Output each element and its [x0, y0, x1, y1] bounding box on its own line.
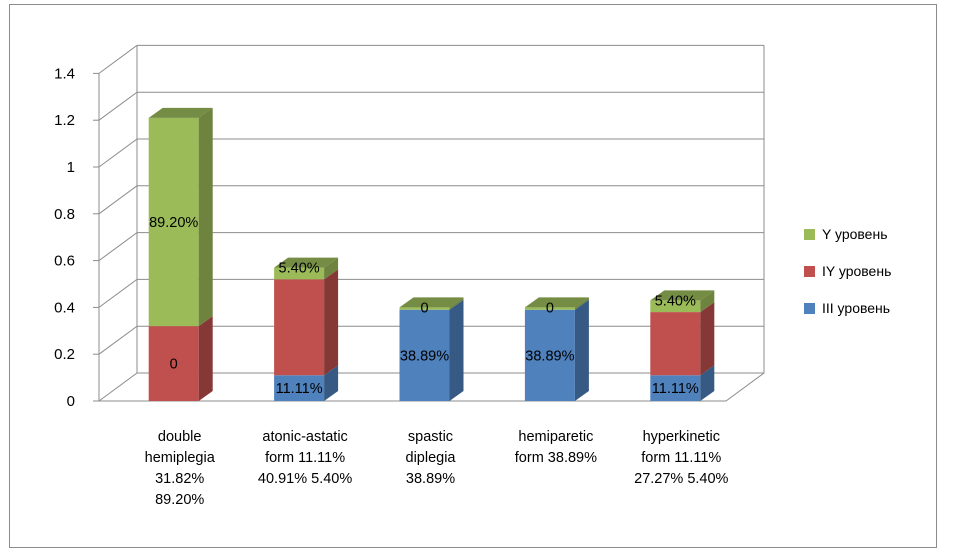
- bar-segment: [650, 290, 715, 313]
- bar-segment: [650, 365, 715, 401]
- data-labels: 0 89.20% 11.11% 5.40% 38.89% 0 38.89% 0 11.11% 5.…: [149, 215, 699, 397]
- bar-side: [324, 269, 339, 376]
- bar-front: [650, 300, 701, 313]
- data-label: 89.20%: [149, 215, 198, 231]
- category-label: atonic-astatic form 11.11% 40.91% 5.40%: [258, 429, 352, 487]
- bar-top: [148, 107, 213, 118]
- gridline: [98, 91, 764, 121]
- data-label: 0: [170, 357, 178, 373]
- gridline: [98, 278, 764, 308]
- category-label: double hemiplegia 31.82% 89.20%: [145, 429, 216, 508]
- gridline: [98, 232, 764, 262]
- data-label: 5.40%: [655, 293, 696, 309]
- data-label: 11.11%: [276, 381, 323, 397]
- bar-segment: [148, 316, 213, 401]
- category-label-line: form 38.89%: [515, 450, 597, 466]
- bar-top: [399, 297, 464, 308]
- category-label-line: 38.89%: [406, 471, 455, 487]
- data-label: 5.40%: [279, 261, 320, 277]
- gridline: [98, 44, 764, 74]
- bar-top: [524, 297, 589, 308]
- bar-front: [274, 279, 325, 376]
- bar-front: [148, 117, 199, 327]
- y-tick-label: 0.8: [54, 206, 75, 223]
- bar-segment: [274, 365, 339, 401]
- bar-side: [574, 297, 589, 310]
- bar-side: [574, 299, 589, 401]
- bar-segment: [274, 269, 339, 376]
- bar-side: [700, 290, 715, 313]
- y-tick-label: 0.4: [54, 299, 75, 316]
- category-label-line: double: [158, 429, 202, 445]
- category-label-line: hemiplegia: [145, 450, 216, 466]
- category-label: spastic diplegia 38.89%: [406, 429, 457, 487]
- category-label: hyperkinetic form 11.11% 27.27% 5.40%: [634, 429, 728, 487]
- category-label-line: hyperkinetic: [643, 429, 720, 445]
- y-tick-label: 0.6: [54, 253, 75, 270]
- bars: [148, 107, 715, 401]
- chart-frame: 0 0.2 0.4 0.6 0.8 1 1.2 1.4 0 89.20% 11.11% 5.40% 3…: [9, 4, 937, 548]
- y-tick-label: 0.2: [54, 346, 75, 363]
- data-label: 0: [546, 300, 554, 316]
- legend-swatch: [804, 229, 815, 240]
- data-label: 0: [420, 300, 428, 316]
- data-label: 38.89%: [525, 348, 574, 364]
- category-label-line: spastic: [408, 429, 453, 445]
- bar-front: [399, 309, 450, 401]
- y-tick-label: 1.2: [54, 112, 75, 129]
- legend: Y уровень IY уровень III уровень: [804, 226, 891, 316]
- bar-side: [700, 302, 715, 376]
- category-labels: double hemiplegia 31.82% 89.20% atonic-astat…: [145, 429, 729, 508]
- category-label-line: form 11.11%: [641, 450, 721, 466]
- legend-entry: Y уровень: [822, 226, 887, 242]
- legend-swatch: [804, 266, 815, 277]
- data-label: 11.11%: [652, 381, 699, 397]
- bar-side: [449, 299, 464, 401]
- bar-segment: [274, 257, 339, 280]
- bar-front: [650, 375, 701, 401]
- gridline: [98, 138, 764, 168]
- bar-front: [399, 307, 450, 310]
- category-label-line: diplegia: [406, 450, 457, 466]
- category-label-line: atonic-astatic: [262, 429, 347, 445]
- legend-entry: III уровень: [822, 300, 890, 316]
- stacked-bar-chart: 0 0.2 0.4 0.6 0.8 1 1.2 1.4 0 89.20% 11.11% 5.40% 3…: [54, 44, 891, 508]
- bar-side: [700, 365, 715, 401]
- legend-swatch: [804, 303, 815, 314]
- category-label-line: 89.20%: [155, 492, 204, 508]
- bar-side: [198, 107, 213, 327]
- bar-segment: [524, 299, 589, 401]
- bar-front: [274, 267, 325, 280]
- gridline: [98, 185, 764, 215]
- y-tick-label: 0: [67, 393, 75, 410]
- bar-side: [198, 316, 213, 401]
- category-label-line: 31.82%: [155, 471, 204, 487]
- data-label: 38.89%: [400, 348, 449, 364]
- bar-segment: [650, 302, 715, 376]
- category-label-line: 27.27% 5.40%: [634, 471, 728, 487]
- category-label-line: form 11.11%: [265, 450, 345, 466]
- legend-entry: IY уровень: [822, 263, 891, 279]
- bar-side: [324, 257, 339, 280]
- bar-top: [650, 290, 715, 301]
- y-tick-label: 1: [67, 159, 75, 176]
- bar-segment: [524, 297, 589, 310]
- category-label-line: hemiparetic: [518, 429, 593, 445]
- bar-top: [274, 257, 339, 268]
- y-axis-ticks: 0 0.2 0.4 0.6 0.8 1 1.2 1.4: [54, 65, 75, 410]
- bar-front: [524, 307, 575, 310]
- bar-segment: [148, 107, 213, 327]
- bar-front: [524, 309, 575, 401]
- bar-segment: [399, 297, 464, 310]
- y-tick-label: 1.4: [54, 65, 75, 82]
- bar-front: [650, 312, 701, 376]
- bar-segment: [399, 299, 464, 401]
- bar-front: [148, 326, 199, 401]
- bar-side: [449, 297, 464, 310]
- bar-side: [324, 365, 339, 401]
- category-label: hemiparetic form 38.89%: [515, 429, 597, 466]
- gridlines: [93, 44, 764, 402]
- bar-front: [274, 375, 325, 401]
- category-label-line: 40.91% 5.40%: [258, 471, 352, 487]
